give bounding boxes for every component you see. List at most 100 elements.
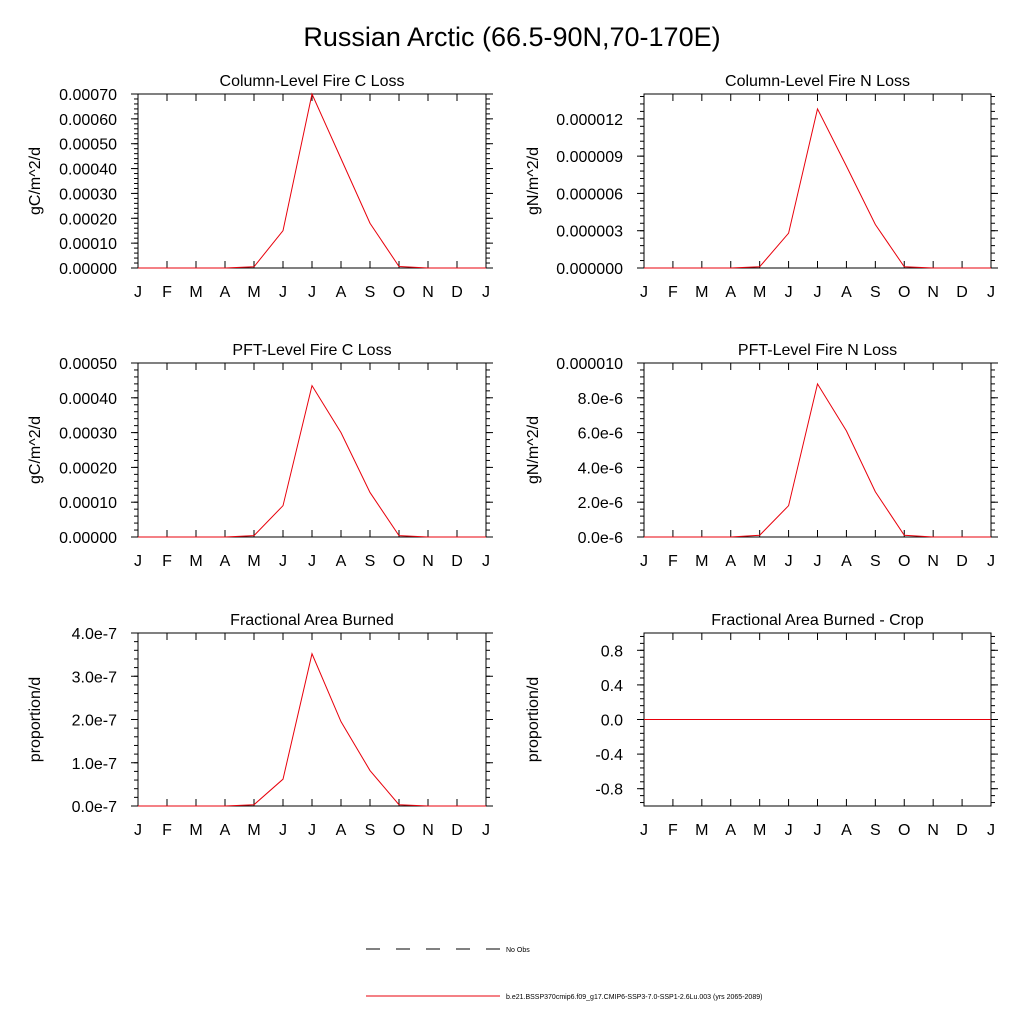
y-tick-label: 0.00060	[59, 112, 117, 129]
y-tick-label: 4.0e-7	[72, 626, 117, 643]
x-tick-label: O	[393, 553, 405, 570]
x-tick-label: J	[482, 822, 490, 839]
y-tick-label: 0.000010	[556, 356, 623, 373]
y-tick-label: 0.000009	[556, 149, 623, 166]
x-tick-label: M	[753, 553, 766, 570]
x-tick-label: S	[365, 553, 376, 570]
series-line	[138, 92, 486, 269]
x-tick-label: A	[336, 284, 347, 301]
x-tick-label: S	[365, 822, 376, 839]
series-line	[644, 382, 991, 538]
x-tick-label: S	[870, 284, 881, 301]
panel-title: Fractional Area Burned - Crop	[711, 612, 924, 629]
y-axis-label: gC/m^2/d	[27, 416, 44, 484]
x-tick-label: J	[814, 822, 822, 839]
x-tick-label: M	[753, 284, 766, 301]
x-tick-label: F	[668, 284, 678, 301]
x-tick-label: J	[785, 822, 793, 839]
series-line	[138, 652, 486, 807]
x-tick-label: M	[753, 822, 766, 839]
x-tick-label: A	[841, 553, 852, 570]
x-tick-label: J	[482, 553, 490, 570]
x-tick-label: A	[220, 553, 231, 570]
x-tick-label: A	[725, 284, 736, 301]
x-tick-label: O	[898, 284, 910, 301]
x-tick-label: S	[870, 553, 881, 570]
legend-label-1: No Obs	[506, 947, 530, 954]
y-tick-label: 0.00000	[59, 261, 117, 278]
y-tick-label: 0.0e-6	[578, 530, 623, 547]
y-tick-label: 8.0e-6	[578, 391, 623, 408]
plot-frame	[643, 362, 992, 538]
x-tick-label: D	[956, 553, 968, 570]
legend: No Obs b.e21.BSSP370cmip6.f09_g17.CMIP6-S…	[366, 947, 762, 1001]
y-tick-label: 1.0e-7	[72, 756, 117, 773]
x-tick-label: M	[695, 284, 708, 301]
panel-title: Column-Level Fire N Loss	[725, 73, 910, 90]
y-tick-label: 0.00040	[59, 162, 117, 179]
y-tick-label: -0.8	[595, 782, 623, 799]
x-tick-label: F	[668, 822, 678, 839]
x-tick-label: O	[898, 822, 910, 839]
x-tick-label: J	[640, 553, 648, 570]
series-line	[644, 107, 991, 269]
y-tick-label: 0.00020	[59, 211, 117, 228]
x-tick-label: D	[451, 284, 463, 301]
x-tick-label: M	[247, 284, 260, 301]
y-tick-label: 0.00010	[59, 236, 117, 253]
x-tick-label: F	[668, 553, 678, 570]
plot-frame	[137, 632, 487, 807]
x-tick-label: A	[841, 822, 852, 839]
figure-title: Russian Arctic (66.5-90N,70-170E)	[303, 22, 721, 52]
x-tick-label: J	[134, 553, 142, 570]
legend-label-2: b.e21.BSSP370cmip6.f09_g17.CMIP6-SSP3-7.…	[506, 994, 762, 1001]
y-tick-label: 0.00050	[59, 137, 117, 154]
y-tick-label: 4.0e-6	[578, 460, 623, 477]
x-tick-label: J	[308, 284, 316, 301]
x-tick-label: N	[422, 284, 434, 301]
x-tick-label: F	[162, 553, 172, 570]
x-tick-label: A	[220, 822, 231, 839]
plot-frame	[643, 93, 992, 269]
x-tick-label: J	[308, 822, 316, 839]
x-tick-label: J	[640, 822, 648, 839]
y-tick-label: 2.0e-6	[578, 495, 623, 512]
y-axis-label: proportion/d	[27, 677, 44, 762]
y-tick-label: 0.0	[601, 713, 623, 730]
x-tick-label: J	[640, 284, 648, 301]
x-tick-label: F	[162, 822, 172, 839]
x-tick-label: A	[841, 284, 852, 301]
plot-frame	[137, 362, 487, 538]
y-tick-label: -0.4	[595, 747, 623, 764]
x-tick-label: J	[482, 284, 490, 301]
x-tick-label: A	[725, 553, 736, 570]
x-tick-label: M	[695, 822, 708, 839]
x-tick-label: J	[134, 822, 142, 839]
y-tick-label: 0.00030	[59, 426, 117, 443]
y-tick-label: 0.00000	[59, 530, 117, 547]
y-tick-label: 3.0e-7	[72, 669, 117, 686]
y-tick-label: 0.00010	[59, 495, 117, 512]
x-tick-label: N	[927, 284, 939, 301]
x-tick-label: J	[308, 553, 316, 570]
x-tick-label: A	[725, 822, 736, 839]
y-tick-label: 0.00030	[59, 186, 117, 203]
y-tick-label: 2.0e-7	[72, 713, 117, 730]
x-tick-label: O	[393, 822, 405, 839]
y-tick-label: 0.00040	[59, 391, 117, 408]
x-tick-label: O	[898, 553, 910, 570]
x-tick-label: N	[927, 553, 939, 570]
y-tick-label: 6.0e-6	[578, 426, 623, 443]
y-axis-label: proportion/d	[525, 677, 542, 762]
x-tick-label: J	[134, 284, 142, 301]
x-tick-label: J	[279, 553, 287, 570]
x-tick-label: F	[162, 284, 172, 301]
x-tick-label: D	[451, 553, 463, 570]
x-tick-label: J	[987, 822, 995, 839]
y-tick-label: 0.000006	[556, 186, 623, 203]
x-tick-label: M	[247, 553, 260, 570]
x-tick-label: D	[451, 822, 463, 839]
x-tick-label: J	[785, 284, 793, 301]
